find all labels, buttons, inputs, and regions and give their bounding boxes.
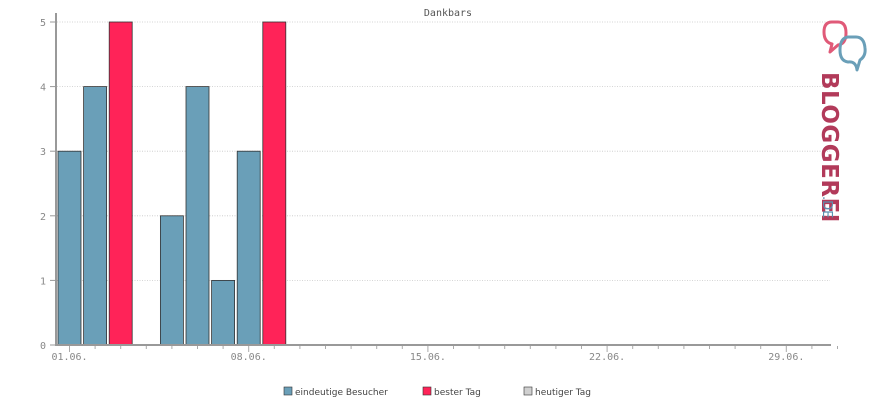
y-tick-label-3: 3: [40, 147, 46, 158]
y-axis-labels: 0 1 2 3 4 5: [40, 18, 56, 352]
y-tick-label-2: 2: [40, 212, 46, 223]
y-tick-label-5: 5: [40, 18, 46, 29]
bar-series1-day-3: [108, 21, 133, 346]
y-tick-label-0: 0: [40, 341, 46, 352]
legend: eindeutige Besucher bester Tag heutiger …: [283, 386, 591, 398]
bar-series0-day-2: [83, 86, 107, 346]
bar-series0-day-7: [211, 279, 236, 346]
bar-series0-day-6: [185, 86, 210, 346]
bloggerei-logo-icon: [822, 20, 867, 72]
legend-item-heutiger-tag: heutiger Tag: [523, 386, 591, 398]
y-tick-label-4: 4: [40, 83, 46, 94]
legend-label-heutiger-tag: heutiger Tag: [535, 388, 591, 398]
bar-series0-day-5: [159, 215, 184, 346]
legend-swatch-heutiger-tag: [523, 386, 533, 396]
legend-item-bester-tag: bester Tag: [422, 386, 481, 398]
bar-series1-day-9: [262, 21, 287, 346]
bar-series0-day-1: [57, 150, 82, 346]
legend-label-bester-tag: bester Tag: [434, 388, 481, 398]
bar-series0-day-8: [236, 150, 261, 346]
y-tick-label-1: 1: [40, 276, 46, 287]
legend-label-eindeutige-besucher: eindeutige Besucher: [295, 388, 388, 398]
x-tick-label-0: 01.06.: [51, 352, 87, 363]
bloggerei-logo: BLOGGEREI .DE: [816, 20, 867, 223]
bloggerei-logo-suffix: .DE: [819, 196, 834, 218]
x-tick-label-1: 08.06.: [231, 352, 267, 363]
x-tick-label-3: 22.06.: [589, 352, 625, 363]
bloggerei-logo-text: BLOGGEREI: [816, 72, 842, 223]
bars: [57, 21, 287, 346]
legend-swatch-bester-tag: [422, 386, 432, 396]
legend-item-eindeutige-besucher: eindeutige Besucher: [283, 386, 388, 398]
legend-swatch-eindeutige-besucher: [283, 386, 293, 396]
chart-title: Dankbars: [424, 8, 472, 19]
x-tick-label-4: 29.06.: [768, 352, 804, 363]
x-tick-label-2: 15.06.: [410, 352, 446, 363]
x-axis-labels: 01.06. 08.06. 15.06. 22.06. 29.06.: [51, 352, 804, 363]
x-axis-ticks: [69, 346, 838, 352]
